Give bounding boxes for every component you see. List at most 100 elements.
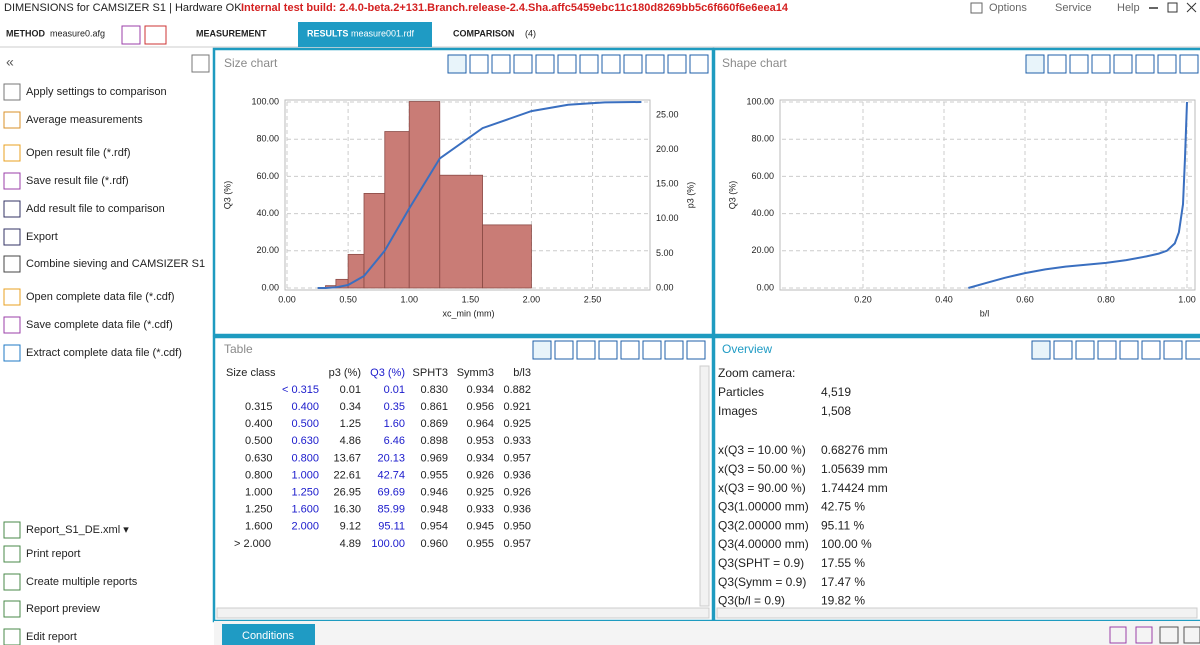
menu-service[interactable]: Service — [1055, 2, 1092, 14]
toolbar-button[interactable] — [491, 54, 511, 74]
menu-item[interactable]: Open result file (*.rdf) — [26, 147, 131, 159]
collapse[interactable]: « — [6, 54, 14, 70]
menu-item[interactable]: Report preview — [26, 603, 100, 615]
menu-icon[interactable] — [3, 344, 21, 362]
results-file[interactable]: measure001.rdf — [351, 28, 415, 38]
tool-icon[interactable] — [1159, 626, 1179, 644]
table-cell: 0.630 — [291, 435, 319, 447]
close[interactable] — [1186, 2, 1197, 13]
menu-item[interactable]: Add result file to comparison — [26, 203, 165, 215]
toolbar-button[interactable] — [1119, 340, 1139, 360]
toolbar-button[interactable] — [601, 54, 621, 74]
toolbar-button[interactable] — [1025, 54, 1045, 74]
tool-icon[interactable] — [1183, 626, 1200, 644]
menu-item[interactable]: Open complete data file (*.cdf) — [26, 291, 175, 303]
report-template[interactable]: Report_S1_DE.xml ▾ — [26, 524, 129, 536]
toolbar-button[interactable] — [1157, 54, 1177, 74]
method-file[interactable]: measure0.afg — [50, 28, 105, 38]
menu-item[interactable]: Print report — [26, 548, 80, 560]
toolbar-button[interactable] — [598, 340, 618, 360]
toolbar-button[interactable] — [1047, 54, 1067, 74]
v-scrollbar[interactable] — [699, 365, 710, 607]
table-cell: 0.882 — [503, 384, 531, 396]
toolbar-button[interactable] — [1097, 340, 1117, 360]
y-tick-label: 0.00 — [756, 282, 774, 292]
menu-icon[interactable] — [3, 111, 21, 129]
menu-item[interactable]: Create multiple reports — [26, 576, 138, 588]
panel-title: Size chart — [224, 56, 278, 70]
save-method[interactable] — [121, 25, 141, 45]
menu-item[interactable]: Export — [26, 231, 58, 243]
toolbar-button[interactable] — [576, 340, 596, 360]
toolbar-button[interactable] — [513, 54, 533, 74]
method-label[interactable]: METHOD — [6, 28, 45, 38]
overview-value: 100.00 % — [821, 537, 872, 551]
tab-comparison[interactable]: COMPARISON — [453, 28, 514, 38]
menu-item[interactable]: Combine sieving and CAMSIZER S1 — [26, 258, 205, 270]
toolbar-button[interactable] — [557, 54, 577, 74]
h-scrollbar[interactable] — [716, 607, 1198, 619]
toolbar-button[interactable] — [1135, 54, 1155, 74]
tab-measurement[interactable]: MEASUREMENT — [196, 28, 267, 38]
toolbar-button[interactable] — [1031, 340, 1051, 360]
toolbar-button[interactable] — [1075, 340, 1095, 360]
toolbar-button[interactable] — [554, 340, 574, 360]
undo[interactable] — [144, 25, 167, 45]
table-cell: 0.869 — [420, 418, 448, 430]
toolbar-button[interactable] — [1091, 54, 1111, 74]
menu-icon[interactable] — [3, 172, 21, 190]
menu-item[interactable]: Extract complete data file (*.cdf) — [26, 347, 182, 359]
comparison-count[interactable]: (4) — [525, 28, 536, 38]
menu-item[interactable]: Average measurements — [26, 114, 143, 126]
h-scrollbar[interactable] — [216, 607, 710, 619]
conditions-label[interactable]: Conditions — [242, 630, 294, 642]
overview-heading: Zoom camera: — [718, 366, 795, 380]
toolbar-button[interactable] — [642, 340, 662, 360]
toolbar-button[interactable] — [1069, 54, 1089, 74]
toolbar-button[interactable] — [667, 54, 687, 74]
menu-item[interactable]: Save complete data file (*.cdf) — [26, 319, 173, 331]
menu-icon[interactable] — [3, 316, 21, 334]
settings-icon[interactable] — [191, 54, 210, 73]
table-cell: 22.61 — [333, 469, 361, 481]
menu-icon[interactable] — [3, 144, 21, 162]
save-icon[interactable] — [1109, 626, 1127, 644]
toolbar-button[interactable] — [1053, 340, 1073, 360]
menu-item[interactable]: Apply settings to comparison — [26, 86, 167, 98]
toolbar-button[interactable] — [1113, 54, 1133, 74]
toolbar-button[interactable] — [664, 340, 684, 360]
menu-item[interactable]: Save result file (*.rdf) — [26, 175, 129, 187]
conditions-button[interactable] — [222, 624, 315, 645]
toolbar-button[interactable] — [689, 54, 709, 74]
toolbar-button[interactable] — [1185, 340, 1200, 360]
menu-icon[interactable] — [3, 288, 21, 306]
menu-icon[interactable] — [3, 83, 21, 101]
toolbar-button[interactable] — [620, 340, 640, 360]
tab-results[interactable]: RESULTS — [307, 28, 348, 38]
toolbar-button[interactable] — [645, 54, 665, 74]
table-cell: 0.954 — [420, 521, 448, 533]
menu-icon[interactable] — [3, 200, 21, 218]
menu-item[interactable]: Edit report — [26, 631, 77, 643]
toolbar-button[interactable] — [535, 54, 555, 74]
toolbar-button[interactable] — [1141, 340, 1161, 360]
save-icon[interactable] — [1135, 626, 1153, 644]
menu-icon[interactable] — [3, 255, 21, 273]
toolbar-button[interactable] — [447, 54, 467, 74]
toolbar-button[interactable] — [532, 340, 552, 360]
y-tick-label: 80.00 — [751, 134, 774, 144]
toolbar-button[interactable] — [623, 54, 643, 74]
toolbar-button[interactable] — [1179, 54, 1199, 74]
menu-icon[interactable] — [3, 228, 21, 246]
toolbar-button[interactable] — [469, 54, 489, 74]
table-cell: 0.500 — [291, 418, 319, 430]
toolbar-button[interactable] — [579, 54, 599, 74]
toolbar-button[interactable] — [686, 340, 706, 360]
overview-label: Images — [718, 404, 757, 418]
menu-options[interactable]: Options — [989, 2, 1027, 14]
menu-help[interactable]: Help — [1117, 2, 1140, 14]
table-cell: 0.957 — [503, 538, 531, 550]
maximize[interactable] — [1167, 2, 1178, 13]
toolbar-button[interactable] — [1163, 340, 1183, 360]
tab-results-active[interactable] — [298, 22, 432, 47]
